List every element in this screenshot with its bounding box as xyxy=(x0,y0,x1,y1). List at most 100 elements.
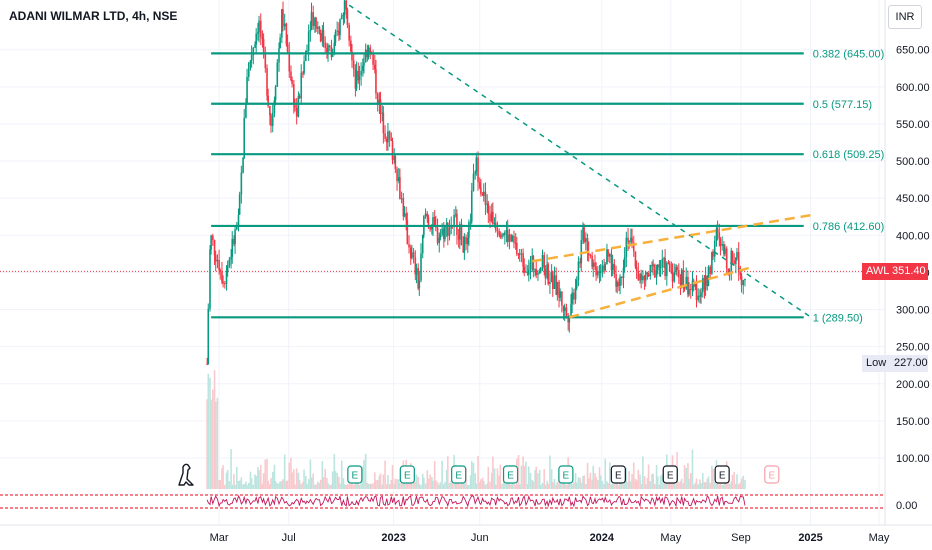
candle-body xyxy=(376,93,379,105)
volume-bar xyxy=(724,483,726,489)
candle-body xyxy=(421,234,424,254)
candle-body xyxy=(458,224,461,240)
volume-bar xyxy=(618,484,620,489)
earnings-marker-8[interactable]: E xyxy=(764,465,780,484)
volume-bar xyxy=(484,484,487,489)
candle-body xyxy=(408,244,410,248)
volume-bar xyxy=(364,453,367,489)
volume-bar xyxy=(713,482,716,489)
volume-bar xyxy=(599,475,602,489)
candle-body xyxy=(475,157,478,172)
volume-bar xyxy=(240,477,243,489)
earnings-marker-7[interactable]: E xyxy=(714,465,730,484)
candle-body xyxy=(399,177,401,199)
volume-bar xyxy=(420,484,422,489)
candle-body xyxy=(561,291,563,306)
candle-body xyxy=(701,277,704,293)
volume-bar xyxy=(522,456,524,489)
candle-body xyxy=(558,281,560,298)
volume-bar xyxy=(290,457,292,489)
volume-bar xyxy=(238,480,241,489)
candle-body xyxy=(233,238,235,245)
volume-bar xyxy=(592,465,595,489)
price-tag-symbol: AWL xyxy=(866,265,890,277)
candle-body xyxy=(610,253,613,270)
volume-bar xyxy=(510,484,512,489)
volume-bar xyxy=(394,478,397,489)
volume-bar xyxy=(274,480,277,489)
candle-body xyxy=(597,271,599,276)
candle-body xyxy=(259,20,262,37)
volume-bar xyxy=(482,480,485,489)
earnings-marker-0[interactable]: E xyxy=(347,465,363,484)
fib-levels[interactable]: 0.382 (645.00) 0.5 (577.15) 0.618 (509.25)… xyxy=(211,48,884,324)
earnings-marker-3[interactable]: E xyxy=(502,465,519,484)
volume-bar xyxy=(511,478,514,489)
volume-bar xyxy=(550,469,553,489)
volume-bar xyxy=(242,484,244,489)
volume-bar xyxy=(309,459,312,489)
volume-bar xyxy=(330,484,333,489)
candle-body xyxy=(687,276,689,295)
candle-body xyxy=(372,53,374,65)
price-tag-value: 351.40 xyxy=(892,265,926,277)
candle-body xyxy=(694,283,697,287)
low-tag-label: Low xyxy=(866,357,887,369)
drawings[interactable] xyxy=(348,4,811,319)
volume-bar xyxy=(487,467,490,489)
candle-body xyxy=(307,31,310,51)
volume-bar xyxy=(336,472,338,489)
candle-body xyxy=(439,234,442,238)
candle-body xyxy=(725,248,728,269)
earnings-marker-1[interactable]: E xyxy=(399,465,415,484)
volume-bar xyxy=(678,482,680,489)
candle-body xyxy=(448,227,451,236)
volume-bar xyxy=(589,472,592,489)
candle-body xyxy=(324,42,326,48)
candle-body xyxy=(568,315,571,323)
earnings-marker-5[interactable]: E xyxy=(610,465,626,484)
candle-body xyxy=(646,272,649,275)
candle-body xyxy=(420,253,422,281)
candle-body xyxy=(243,117,246,158)
candle-body xyxy=(565,307,568,318)
time-tick-label: May xyxy=(660,532,681,544)
volume-bar xyxy=(237,481,240,489)
time-axis[interactable]: Mar Jul 2023 Jun 2024 May Sep 2025 May xyxy=(0,463,932,544)
candle-body xyxy=(212,235,214,241)
volume-bar xyxy=(634,478,637,489)
candle-body xyxy=(634,251,637,268)
candle-body xyxy=(689,289,692,291)
candle-body xyxy=(298,96,301,99)
volume-bar xyxy=(367,484,370,489)
candle-body xyxy=(469,221,472,223)
earnings-marker-6[interactable]: E xyxy=(662,465,678,484)
candle-body xyxy=(537,272,539,275)
volume-bar xyxy=(582,476,584,489)
earnings-marker-2[interactable]: E xyxy=(451,465,467,484)
candle-body xyxy=(623,257,626,268)
candle-body xyxy=(309,29,312,32)
volume-bar xyxy=(297,472,300,489)
volume-bar xyxy=(378,475,381,489)
volume-bar xyxy=(246,484,248,489)
chart-title: ADANI WILMAR LTD, 4h, NSE xyxy=(9,9,178,23)
currency-button[interactable]: INR xyxy=(888,5,922,29)
earnings-marker-4[interactable]: E xyxy=(558,465,574,484)
volume-bar xyxy=(632,462,635,489)
time-tick-label: May xyxy=(869,532,890,544)
candle-body xyxy=(444,226,446,240)
volume-bar xyxy=(444,481,446,489)
volume-bar xyxy=(235,466,238,489)
candle-body xyxy=(523,266,526,273)
candle-body xyxy=(709,266,711,274)
candle-body xyxy=(457,234,460,240)
candle-body xyxy=(274,86,277,101)
candle-body xyxy=(342,14,345,16)
volume-bar xyxy=(387,474,389,489)
volume-bar xyxy=(468,484,470,489)
candle-body xyxy=(574,288,577,300)
candle-body xyxy=(242,157,244,173)
